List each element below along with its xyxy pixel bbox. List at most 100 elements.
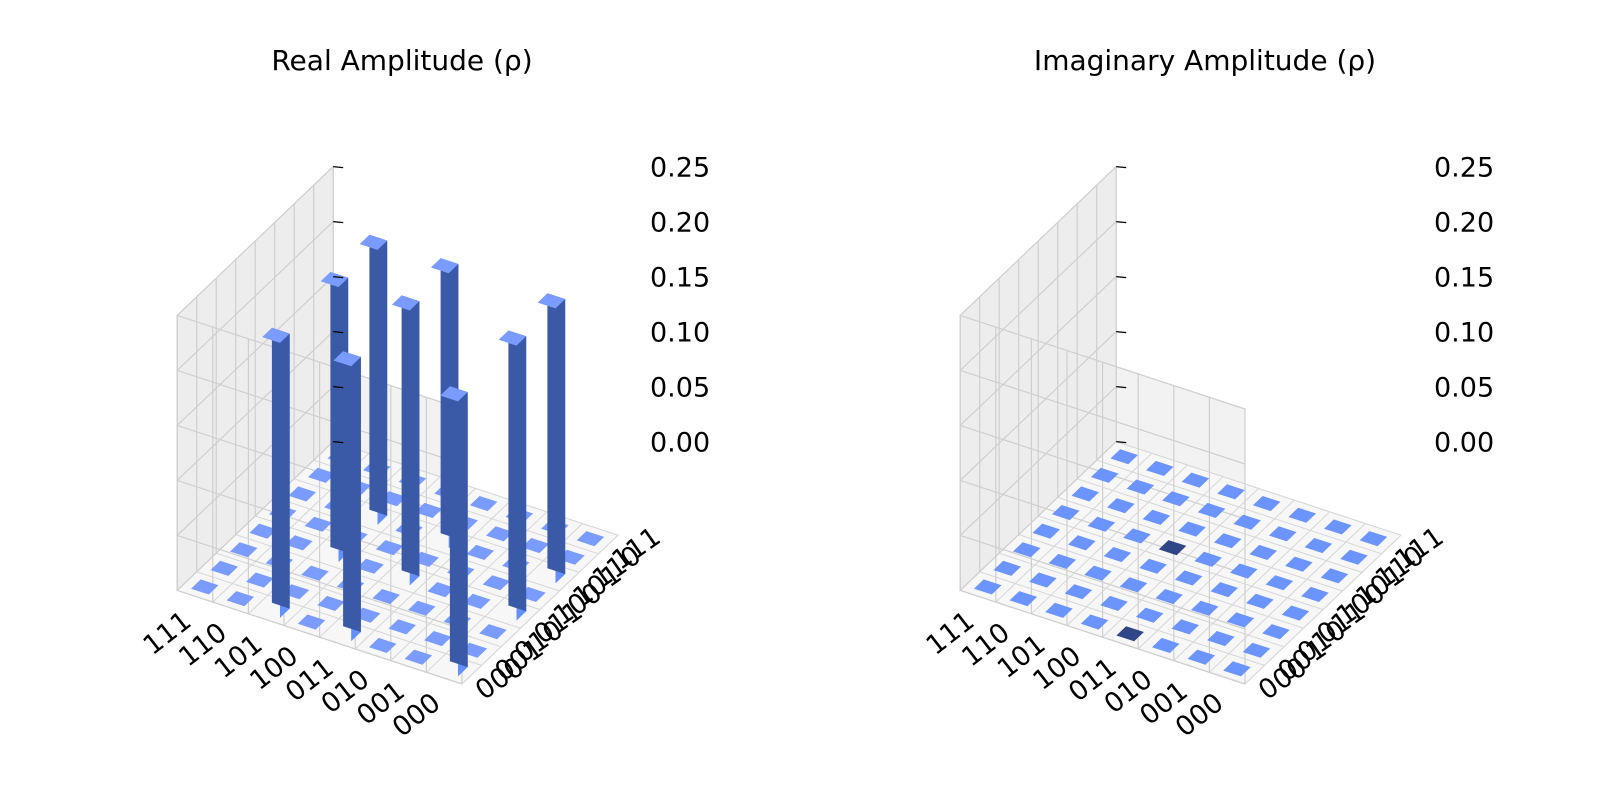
bar-1-0 — [404, 649, 433, 665]
bar-4-0 — [1080, 614, 1109, 630]
bar-1-2 — [1226, 612, 1255, 628]
z-tick-label: 0.25 — [650, 153, 710, 184]
bar-3-5 — [1213, 533, 1242, 549]
bar-2-5 — [1249, 544, 1277, 560]
bar-1-1 — [1207, 631, 1235, 647]
bar-2-2 — [408, 600, 436, 616]
bar-0-2 — [1262, 624, 1290, 640]
bar-2-1 — [388, 619, 416, 635]
bar-0-7 — [1359, 531, 1388, 547]
bar-3-7 — [1252, 496, 1281, 512]
bar-3-3 — [1174, 570, 1203, 586]
bar-6-4 — [1087, 516, 1116, 532]
bar-4-6 — [1197, 502, 1226, 518]
bar-6-1 — [246, 572, 274, 588]
bar-2-2 — [1191, 600, 1219, 616]
bar-0-2 — [479, 624, 507, 640]
bar-5-2 — [301, 565, 329, 581]
bar-0-7 — [576, 531, 605, 547]
bar-7-6 — [1091, 467, 1119, 483]
z-tick-label: 0.00 — [1434, 428, 1494, 459]
bar-3-0-side — [343, 351, 361, 632]
bar-2-6 — [486, 526, 514, 542]
bar-6-4 — [304, 516, 333, 532]
z-tick-label: 0.20 — [650, 208, 710, 239]
bar-6-1 — [1029, 572, 1057, 588]
z-tick-label: 0.05 — [1434, 373, 1494, 404]
bar-2-0 — [1152, 637, 1180, 653]
bar-5-0 — [262, 327, 290, 343]
bar-3-0 — [1116, 626, 1144, 642]
bar-3-1 — [1135, 607, 1164, 623]
bar-6-0 — [226, 591, 255, 607]
bar-7-5 — [288, 486, 316, 502]
bar-3-2 — [372, 589, 400, 605]
bar-1-6 — [521, 538, 550, 554]
z-tick-label: 0.10 — [650, 318, 710, 349]
bar-1-7 — [1324, 519, 1352, 535]
bar-2-7 — [1288, 507, 1316, 523]
bar-5-5-side — [369, 234, 388, 516]
bar-5-5 — [359, 234, 388, 250]
bar-1-0 — [1187, 649, 1216, 665]
z-tick-label: 0.10 — [1434, 318, 1494, 349]
bar-7-0 — [974, 579, 1002, 595]
bar-0-4 — [1301, 586, 1329, 602]
bar-6-5 — [1107, 498, 1135, 514]
bar-2-0 — [369, 637, 397, 653]
bar-3-5 — [430, 258, 459, 274]
bar-5-0-side — [271, 327, 290, 609]
bar-0-5 — [1320, 568, 1349, 584]
bar-2-1 — [1171, 619, 1199, 635]
bar-3-7 — [469, 496, 498, 512]
bar-5-1 — [1064, 584, 1093, 600]
z-tick-label: 0.25 — [1434, 153, 1494, 184]
bar-3-6 — [1233, 514, 1261, 530]
z-tick-label: 0.05 — [650, 373, 710, 404]
bar-1-5 — [1285, 556, 1313, 572]
z-tick-label: 0.15 — [1434, 263, 1494, 294]
bar-4-6 — [414, 502, 443, 518]
bar-3-3 — [391, 295, 420, 311]
bar-0-1 — [1242, 642, 1271, 658]
bar-5-6 — [1162, 491, 1190, 507]
bar-0-3-side — [508, 330, 527, 612]
bar-2-3 — [427, 582, 455, 598]
z-tick-label: 0.15 — [650, 263, 710, 294]
bar-4-5 — [1178, 521, 1206, 537]
bar-0-0 — [1223, 661, 1251, 677]
bar-6-0 — [1009, 591, 1038, 607]
bar-3-2 — [1155, 589, 1183, 605]
bar-0-3 — [498, 330, 527, 346]
bar-4-1 — [317, 595, 345, 611]
bar-0-0 — [440, 386, 468, 402]
bar-5-3 — [320, 272, 349, 288]
bar-7-2 — [1013, 542, 1041, 558]
bar-7-5 — [1071, 486, 1099, 502]
bar-0-3 — [1281, 605, 1310, 621]
bar-7-7 — [1110, 449, 1138, 465]
z-tick-label: 0.20 — [1434, 208, 1494, 239]
bar-2-6 — [1269, 526, 1297, 542]
bar-1-3 — [463, 593, 491, 609]
bar-4-2 — [1119, 577, 1148, 593]
bar-7-1 — [993, 560, 1021, 576]
bar-4-4 — [1158, 540, 1187, 556]
bar-6-3 — [285, 535, 313, 551]
bar-0-0-side — [449, 386, 468, 668]
bar-6-7 — [1146, 460, 1174, 476]
bar-3-3-side — [401, 295, 420, 577]
bar-7-1 — [210, 560, 238, 576]
z-tick-label: 0.00 — [650, 428, 710, 459]
bar-4-3 — [356, 558, 384, 574]
bar-4-7 — [1217, 484, 1245, 500]
bar-6-6 — [1126, 479, 1155, 495]
bar-4-3 — [1139, 558, 1167, 574]
panel-1: 0000010100111001011101110000010100111001… — [921, 153, 1495, 744]
bar-6-2 — [1048, 553, 1077, 569]
bar-4-0 — [297, 614, 326, 630]
bar-1-6 — [1304, 538, 1333, 554]
bar-0-6 — [1340, 549, 1368, 565]
bar-6-3 — [1068, 535, 1096, 551]
